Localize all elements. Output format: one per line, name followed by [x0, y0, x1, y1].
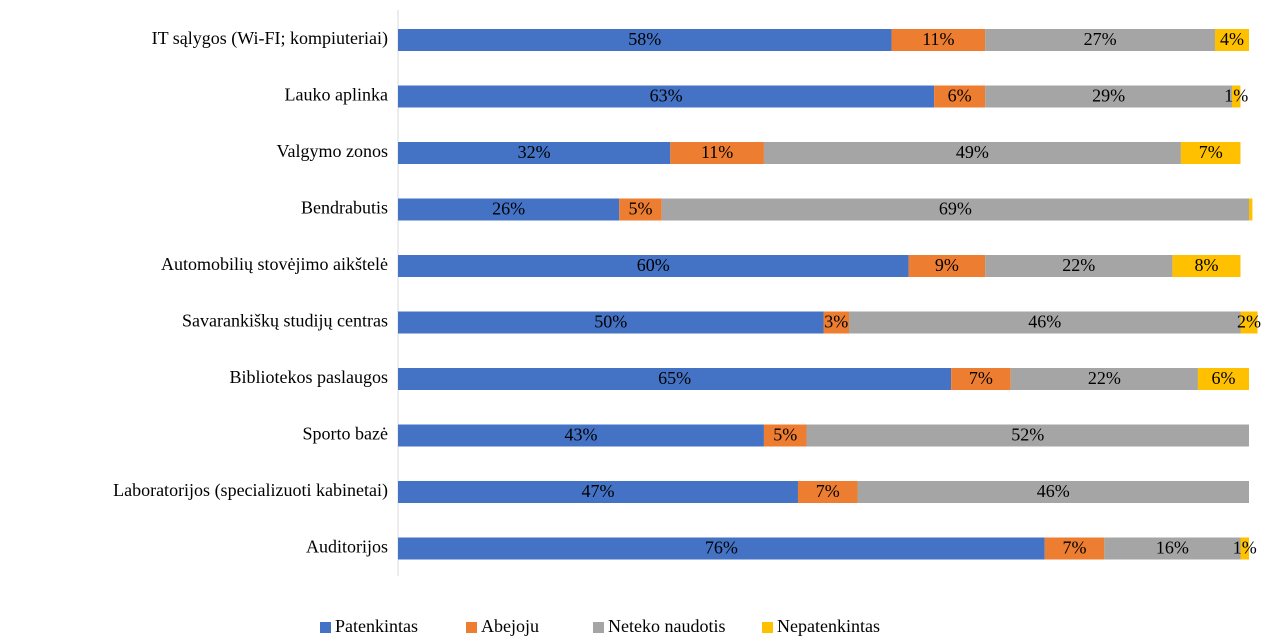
y-tick-label: Lauko aplinka	[285, 85, 388, 105]
data-label: 8%	[1194, 255, 1218, 275]
bar-segment	[908, 255, 986, 277]
bar-segment	[398, 537, 1045, 560]
bar-segment	[398, 368, 952, 390]
data-label: 29%	[1092, 86, 1125, 106]
y-tick-label: Sporto bazė	[303, 424, 388, 444]
y-tick-label: Valgymo zonos	[277, 141, 389, 161]
bar-segment	[823, 311, 850, 334]
bar-segment	[1010, 368, 1198, 390]
bar-segment	[1249, 198, 1253, 221]
data-label: 11%	[701, 142, 733, 162]
bar-segment	[1240, 537, 1249, 560]
legend-swatch	[320, 622, 331, 633]
legend-swatch	[466, 622, 477, 633]
bar-segment	[951, 368, 1011, 390]
bar-segment	[398, 424, 764, 447]
data-label: 1%	[1224, 86, 1248, 106]
bar-segment	[891, 29, 986, 51]
data-label: 3%	[824, 312, 848, 332]
data-label: 27%	[1084, 29, 1117, 49]
bar-segment	[398, 198, 620, 221]
data-label: 1%	[1233, 538, 1257, 558]
data-label: 22%	[1088, 368, 1121, 388]
legend-swatch	[762, 622, 773, 633]
bar-segment	[398, 311, 824, 334]
data-label: 69%	[939, 199, 972, 219]
data-label: 4%	[1220, 29, 1244, 49]
bar-segment	[797, 481, 858, 503]
bar-segment	[985, 255, 1173, 277]
data-label: 7%	[816, 481, 840, 501]
y-tick-label: Bendrabutis	[301, 198, 388, 218]
bar-segment	[763, 142, 1181, 164]
data-label: 65%	[658, 368, 691, 388]
y-tick-label: Bibliotekos paslaugos	[230, 367, 389, 387]
bar-segment	[398, 481, 798, 503]
legend-label: Patenkintas	[335, 616, 418, 636]
data-label: 58%	[628, 29, 661, 49]
data-label: 5%	[773, 425, 797, 445]
bar-segment	[985, 85, 1232, 108]
bar-segment	[763, 424, 807, 447]
bar-segment	[1104, 537, 1241, 560]
bar-segment	[985, 29, 1215, 51]
bar-segment	[398, 255, 909, 277]
data-label: 16%	[1156, 538, 1189, 558]
bar-segment	[1044, 537, 1105, 560]
data-label: 7%	[1199, 142, 1223, 162]
data-label: 32%	[518, 142, 551, 162]
legend-label: Abejoju	[481, 616, 539, 636]
bar-segment	[619, 198, 662, 221]
data-label: 76%	[705, 538, 738, 558]
data-label: 43%	[564, 425, 597, 445]
data-label: 46%	[1037, 481, 1070, 501]
bar-segment	[398, 142, 671, 164]
y-tick-label: Auditorijos	[306, 537, 388, 557]
data-label: 63%	[650, 86, 683, 106]
legend-swatch	[593, 622, 604, 633]
bar-segment	[857, 481, 1249, 503]
bar-segment	[398, 85, 935, 108]
bar-segment	[1197, 368, 1249, 390]
bar-segment	[661, 198, 1249, 221]
data-label: 6%	[948, 86, 972, 106]
bar-segment	[1240, 311, 1258, 334]
data-label: 7%	[1063, 538, 1087, 558]
bar-segment	[1214, 29, 1249, 51]
bar-segment	[934, 85, 986, 108]
legend-label: Neteko naudotis	[608, 616, 725, 636]
bar-segment	[806, 424, 1249, 447]
y-tick-label: Laboratorijos (specializuoti kabinetai)	[113, 480, 388, 501]
bar-segment	[1172, 255, 1241, 277]
data-label: 52%	[1011, 425, 1044, 445]
data-label: 50%	[594, 312, 627, 332]
bar-segment	[1180, 142, 1241, 164]
data-label: 11%	[922, 29, 954, 49]
data-label: 5%	[629, 199, 653, 219]
y-tick-label: IT sąlygos (Wi-FI; kompiuteriai)	[152, 28, 388, 49]
data-label: 60%	[637, 255, 670, 275]
data-label: 46%	[1028, 312, 1061, 332]
data-label: 49%	[956, 142, 989, 162]
bar-segment	[670, 142, 764, 164]
bar-segment	[849, 311, 1241, 334]
data-label: 2%	[1237, 312, 1261, 332]
bar-segment	[1231, 85, 1241, 108]
data-label: 22%	[1062, 255, 1095, 275]
data-label: 7%	[969, 368, 993, 388]
data-label: 26%	[492, 199, 525, 219]
data-label: 9%	[935, 255, 959, 275]
data-label: 6%	[1211, 368, 1235, 388]
bar-segment	[398, 29, 892, 51]
legend-label: Nepatenkintas	[777, 616, 880, 636]
y-tick-label: Automobilių stovėjimo aikštelė	[161, 254, 388, 274]
y-tick-label: Savarankiškų studijų centras	[182, 311, 388, 331]
data-label: 47%	[581, 481, 614, 501]
